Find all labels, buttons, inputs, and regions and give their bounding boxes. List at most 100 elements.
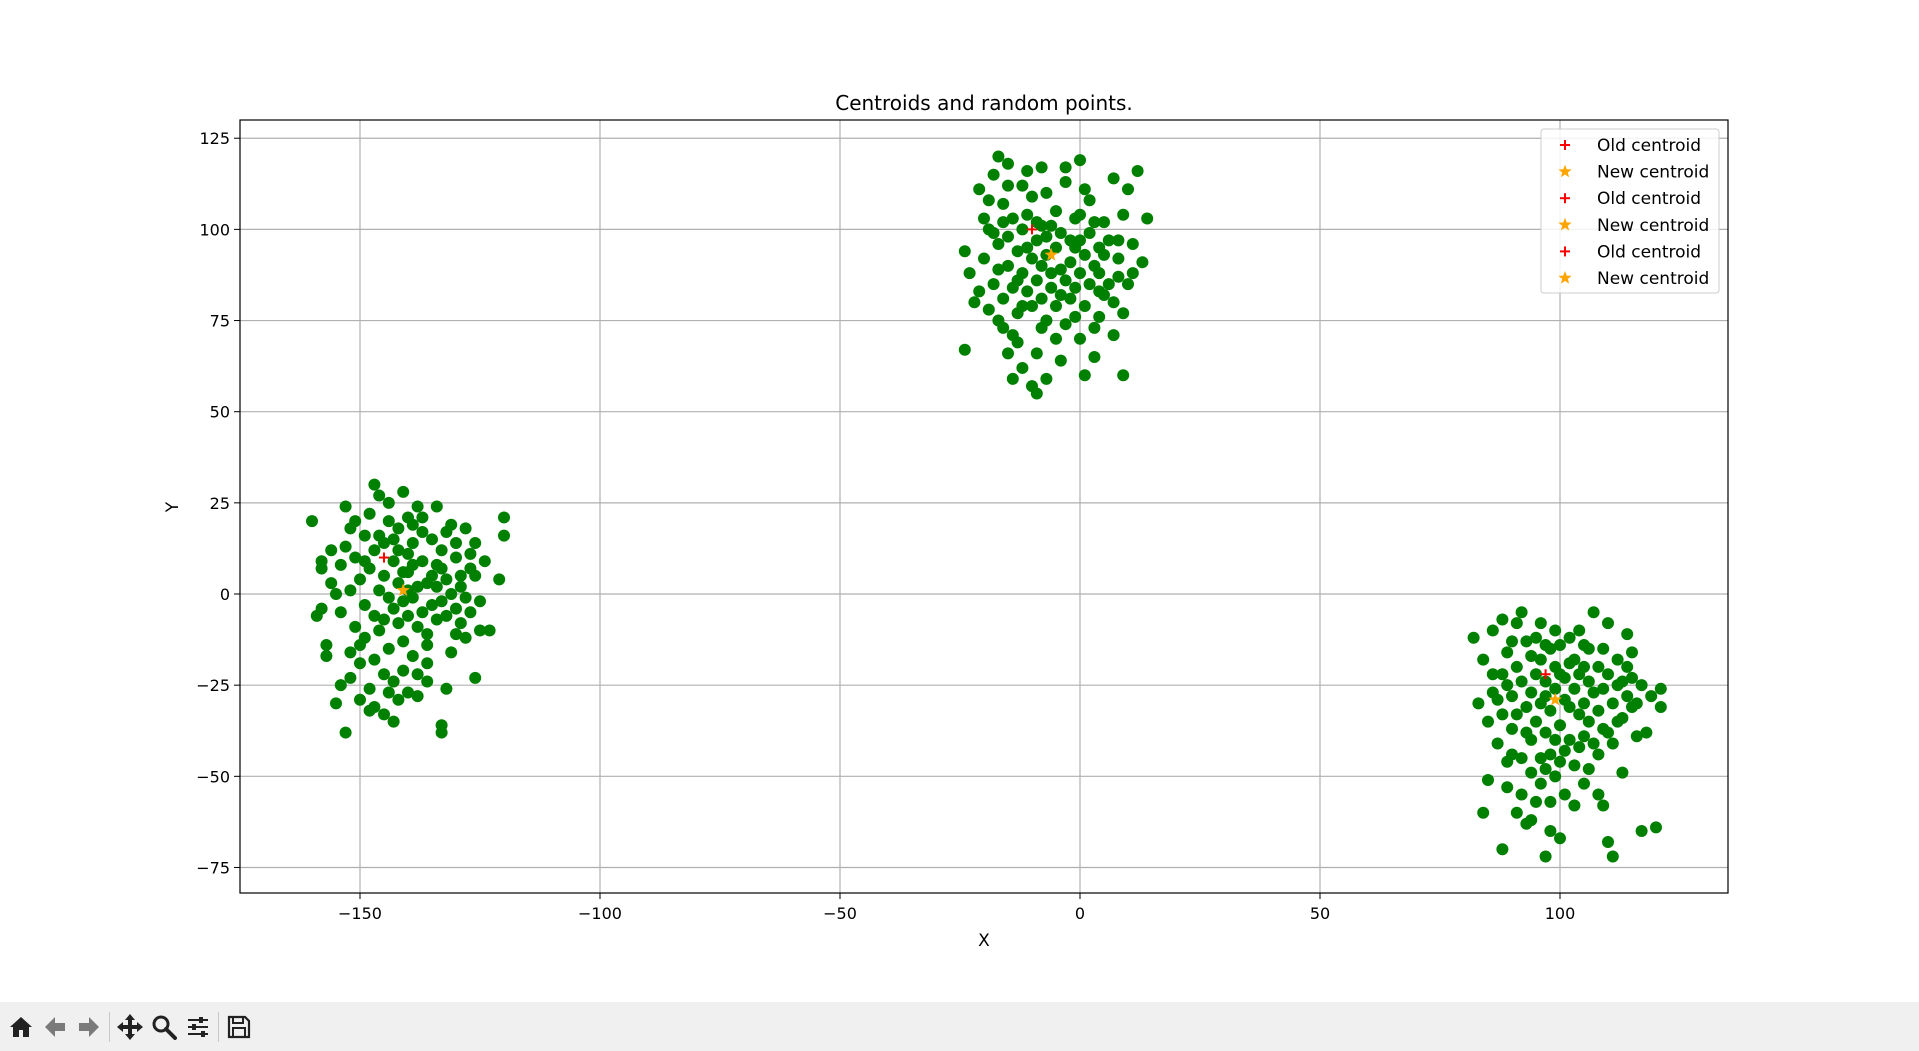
figure-canvas: −150 −100 −50 0 50 100 −75 −50 −25 0 25 50 75 100 125 … [163, 91, 1729, 951]
data-point [1122, 278, 1134, 291]
data-point [1563, 657, 1576, 670]
x-tick-label: −150 [338, 904, 382, 923]
forward-button[interactable] [72, 1009, 106, 1045]
data-point [445, 588, 458, 601]
data-point [1554, 719, 1566, 732]
zoom-button[interactable] [147, 1009, 181, 1045]
data-point [982, 303, 995, 316]
data-point [1467, 631, 1480, 644]
data-point [474, 595, 486, 608]
data-point [1064, 256, 1077, 269]
data-point [1621, 660, 1634, 673]
data-point [1002, 157, 1014, 170]
data-point [421, 657, 434, 670]
data-point [982, 223, 995, 236]
data-point [1117, 369, 1130, 382]
data-point [1088, 321, 1101, 334]
data-point [373, 529, 386, 542]
data-point [469, 671, 482, 684]
data-point [1520, 701, 1533, 714]
data-point [1549, 770, 1562, 783]
data-point [1040, 230, 1053, 243]
data-point [1016, 267, 1029, 280]
data-point [1515, 606, 1528, 619]
data-point [1530, 668, 1542, 681]
data-point [1074, 332, 1086, 345]
data-point [1544, 704, 1557, 717]
data-point [958, 343, 971, 356]
data-point [344, 646, 357, 659]
data-point [382, 591, 395, 604]
data-point [402, 609, 414, 622]
data-point [1477, 653, 1490, 666]
data-point [1582, 763, 1595, 776]
data-point [382, 686, 395, 699]
data-point [1501, 781, 1514, 794]
data-point [402, 547, 414, 560]
chart-title: Centroids and random points. [835, 91, 1133, 115]
data-point [1592, 788, 1605, 801]
data-point [1539, 850, 1552, 863]
data-point [354, 573, 366, 586]
data-point [1136, 256, 1149, 269]
data-point [1563, 733, 1576, 746]
data-point [450, 628, 462, 641]
data-point [1501, 679, 1514, 692]
forward-icon [79, 1016, 99, 1037]
new-centroid-marker [1044, 247, 1058, 261]
data-point [978, 252, 990, 265]
data-point [493, 573, 506, 586]
back-button[interactable] [38, 1009, 72, 1045]
data-point [474, 624, 486, 637]
data-point [1592, 748, 1605, 761]
data-point [1112, 252, 1125, 265]
data-point [1078, 183, 1091, 196]
data-point [1059, 161, 1072, 174]
data-point [382, 642, 395, 655]
data-point [1544, 795, 1557, 808]
data-point [397, 635, 410, 648]
save-button[interactable] [222, 1009, 256, 1045]
data-point [1016, 179, 1029, 192]
data-point [1482, 715, 1494, 728]
data-point [378, 613, 390, 626]
data-point [1016, 361, 1029, 374]
legend: Old centroid New centroid Old centroid New … [1540, 128, 1720, 294]
data-point [1107, 329, 1120, 342]
legend-marker-new-centroid [1558, 217, 1572, 231]
home-button[interactable] [4, 1009, 38, 1045]
data-point [387, 533, 400, 546]
data-point [1102, 234, 1115, 247]
data-point [498, 511, 510, 524]
data-point [392, 577, 405, 590]
data-point [1496, 708, 1509, 721]
data-point [464, 547, 477, 560]
data-point [1102, 278, 1115, 291]
data-point [1544, 825, 1557, 838]
data-point [1506, 690, 1518, 703]
data-point [1525, 733, 1538, 746]
data-point [997, 216, 1010, 229]
data-point [1582, 715, 1595, 728]
pan-button[interactable] [113, 1009, 147, 1045]
data-point [1530, 631, 1542, 644]
data-point [1534, 653, 1547, 666]
data-point [320, 649, 333, 662]
data-point [358, 598, 371, 611]
data-point [363, 507, 376, 520]
data-point [1578, 697, 1590, 710]
data-point [1040, 314, 1053, 327]
data-point [1491, 737, 1504, 750]
data-point [1098, 216, 1110, 229]
data-point [1011, 336, 1024, 349]
data-point [1035, 259, 1048, 272]
data-point [982, 194, 995, 207]
data-point [1117, 208, 1130, 221]
data-point [1098, 248, 1110, 261]
data-point [1064, 292, 1077, 305]
y-tick-label: −25 [196, 676, 230, 695]
data-point [1592, 660, 1605, 673]
data-point [411, 500, 424, 513]
configure-subplots-button[interactable] [181, 1009, 215, 1045]
data-point [1477, 806, 1490, 819]
